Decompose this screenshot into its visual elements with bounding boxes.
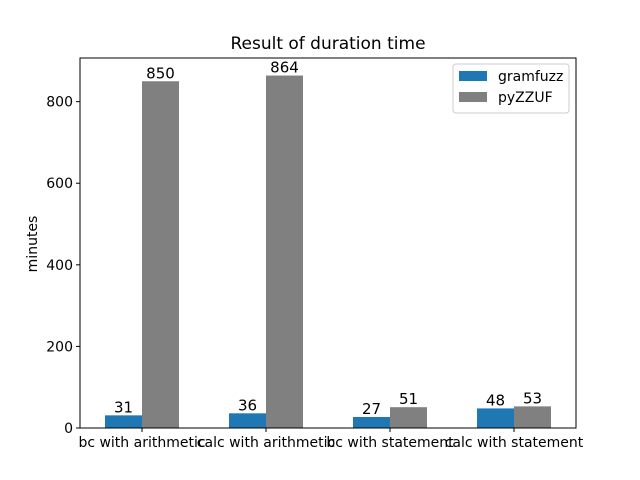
x-tick-label-2: calc with arithmetic: [197, 435, 335, 451]
chart-title: Result of duration time: [230, 34, 425, 54]
bar-gramfuzz-2: [229, 413, 266, 428]
axes-frame: [79, 57, 577, 429]
y-tick-label-600: 600: [46, 176, 73, 192]
data-label-pyZZUF-1: 850: [146, 64, 175, 82]
data-label-gramfuzz-1: 31: [114, 398, 133, 416]
data-label-gramfuzz-4: 48: [486, 391, 505, 409]
y-axis-title: minutes: [25, 216, 41, 273]
data-label-pyZZUF-3: 51: [399, 390, 418, 408]
bar-gramfuzz-3: [353, 416, 390, 428]
legend-label-gramfuzz: gramfuzz: [498, 69, 563, 85]
x-tick-label-1: bc with arithmetic: [78, 435, 205, 451]
y-tick-label-0: 0: [64, 421, 73, 437]
legend-label-pyZZUF: pyZZUF: [498, 90, 553, 106]
legend-swatch-pyZZUF: [459, 92, 487, 102]
data-label-pyZZUF-4: 53: [523, 389, 542, 407]
y-tick-label-400: 400: [46, 258, 73, 274]
data-label-gramfuzz-3: 27: [362, 400, 381, 418]
bar-pyZZUF-4: [514, 406, 551, 428]
bar-pyZZUF-3: [390, 407, 427, 428]
plot-area: 31 36 27 48 850 864 51 53 0 200 400 600 800 bc with a…: [46, 57, 584, 451]
data-label-gramfuzz-2: 36: [238, 396, 257, 414]
data-label-pyZZUF-2: 864: [270, 59, 299, 77]
legend-swatch-gramfuzz: [459, 71, 487, 81]
bar-gramfuzz-4: [477, 408, 514, 428]
bar-pyZZUF-1: [142, 81, 179, 429]
x-tick-label-3: bc with statement: [326, 435, 454, 451]
legend: gramfuzz pyZZUF: [452, 63, 570, 114]
x-tick-label-4: calc with statement: [445, 435, 584, 451]
y-tick-label-200: 200: [46, 339, 73, 355]
y-tick-label-800: 800: [46, 95, 73, 111]
bar-pyZZUF-2: [266, 75, 303, 428]
bar-gramfuzz-1: [105, 415, 142, 428]
